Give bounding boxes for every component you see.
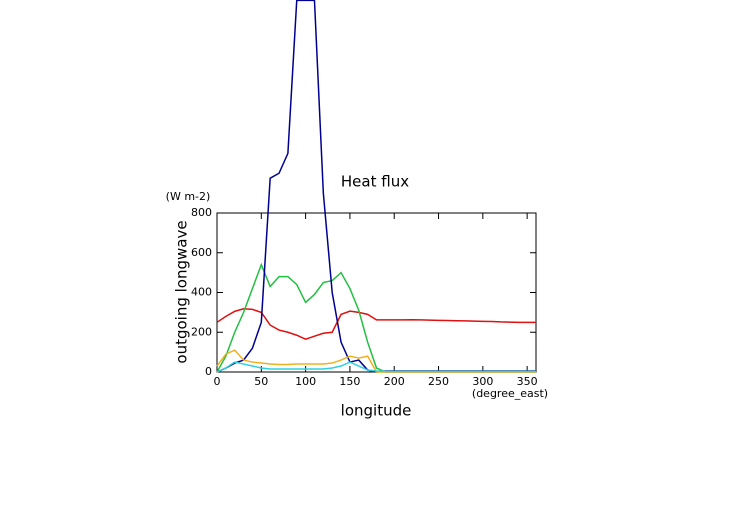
x-tick-label: 150 <box>339 375 360 388</box>
x-tick-label: 300 <box>472 375 493 388</box>
plot-frame <box>216 212 537 373</box>
x-unit: (degree_east) <box>472 387 548 400</box>
x-tick-label: 0 <box>214 375 221 388</box>
x-tick-label: 100 <box>295 375 316 388</box>
x-axis-label: longitude <box>341 402 412 420</box>
x-tick-label: 250 <box>428 375 449 388</box>
x-tick-label: 50 <box>254 375 268 388</box>
series-line <box>216 308 536 341</box>
y-axis-label: outgoing longwave <box>173 220 191 363</box>
y-unit: (W m-2) <box>166 190 211 203</box>
series-line <box>216 361 536 373</box>
y-tick-label: 800 <box>191 206 212 219</box>
x-tick-label: 350 <box>517 375 538 388</box>
x-tick-label: 200 <box>384 375 405 388</box>
y-tick-label: 600 <box>191 246 212 259</box>
y-tick-label: 400 <box>191 286 212 299</box>
y-tick-label: 0 <box>205 365 212 378</box>
y-tick-label: 200 <box>191 325 212 338</box>
chart-title: Heat flux <box>341 173 409 191</box>
